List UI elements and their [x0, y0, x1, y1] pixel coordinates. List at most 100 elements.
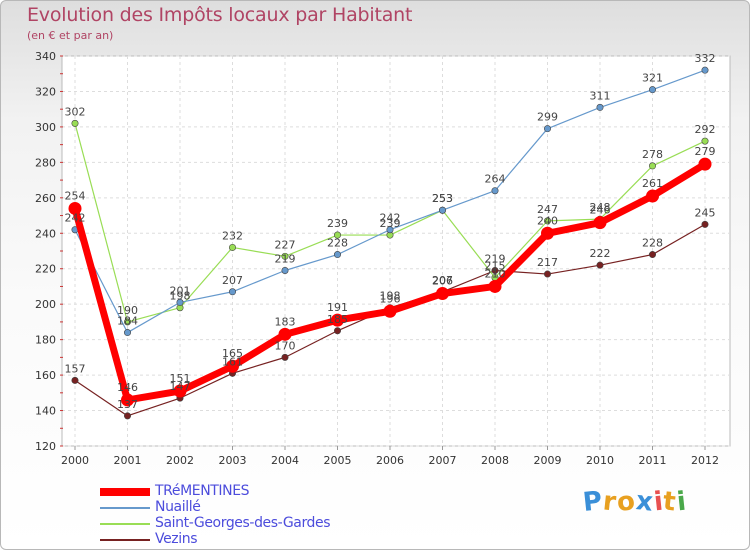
- legend-item[interactable]: TRéMENTINES: [100, 483, 420, 500]
- data-label: 253: [432, 192, 453, 205]
- data-label: 264: [485, 173, 506, 186]
- data-label: 332: [695, 52, 716, 65]
- data-point: [124, 329, 132, 337]
- data-point: [543, 125, 551, 133]
- data-point: [648, 86, 656, 94]
- data-label: 302: [65, 105, 86, 118]
- data-label: 170: [275, 339, 296, 352]
- x-tick-label: 2003: [219, 454, 247, 467]
- data-point: [596, 261, 604, 269]
- y-tick-label: 300: [35, 121, 56, 134]
- data-point: [648, 162, 656, 170]
- chart-legend: TRéMENTINES Nuaillé Saint-Georges-des-Gard…: [100, 483, 420, 548]
- data-label: 191: [327, 301, 348, 314]
- legend-label: TRéMENTINES: [155, 483, 250, 499]
- data-label: 147: [170, 380, 191, 393]
- legend-item[interactable]: Saint-Georges-des-Gardes: [100, 515, 420, 532]
- data-point: [173, 384, 187, 398]
- data-label: 222: [590, 247, 611, 260]
- data-point: [491, 266, 499, 274]
- x-tick-label: 2008: [481, 454, 509, 467]
- legend-item[interactable]: Vezins: [100, 531, 420, 548]
- data-point: [701, 137, 709, 145]
- data-point: [436, 287, 449, 301]
- data-label: 246: [590, 204, 611, 217]
- x-tick-label: 2009: [534, 454, 562, 467]
- data-point: [68, 201, 82, 215]
- data-point: [229, 288, 237, 296]
- data-label: 311: [590, 89, 611, 102]
- data-point: [648, 251, 656, 259]
- data-point: [124, 318, 132, 326]
- data-label: 196: [380, 292, 401, 305]
- x-tick-label: 2011: [639, 454, 667, 467]
- data-label: 201: [170, 284, 191, 297]
- data-label: 210: [485, 267, 506, 280]
- data-label: 299: [537, 111, 558, 124]
- data-label: 242: [380, 212, 401, 225]
- data-point: [646, 189, 659, 203]
- data-label: 157: [65, 362, 86, 375]
- data-label: 198: [170, 290, 191, 303]
- x-tick-label: 2005: [324, 454, 352, 467]
- data-point: [124, 412, 132, 420]
- y-tick-label: 280: [35, 156, 56, 169]
- legend-swatch: [100, 523, 150, 525]
- legend-label: Nuaillé: [155, 499, 201, 515]
- data-point: [281, 353, 289, 361]
- data-label: 278: [642, 148, 663, 161]
- y-tick-label: 340: [35, 50, 56, 63]
- data-label: 321: [642, 72, 663, 85]
- y-tick-label: 120: [35, 440, 56, 453]
- data-label: 217: [537, 256, 558, 269]
- data-label: 227: [275, 238, 296, 251]
- data-label: 183: [275, 315, 296, 328]
- x-tick-label: 2007: [429, 454, 457, 467]
- data-point: [698, 157, 712, 171]
- legend-label: Saint-Georges-des-Gardes: [155, 515, 331, 531]
- data-label: 245: [695, 206, 716, 219]
- data-point: [701, 220, 709, 228]
- data-point: [438, 206, 446, 214]
- x-tick-label: 2002: [166, 454, 194, 467]
- x-tick-label: 2006: [376, 454, 404, 467]
- data-point: [333, 251, 341, 259]
- y-tick-label: 320: [35, 85, 56, 98]
- x-tick-label: 2001: [114, 454, 142, 467]
- y-tick-label: 160: [35, 369, 56, 382]
- data-label: 228: [327, 237, 348, 250]
- data-label: 253: [432, 192, 453, 205]
- data-point: [333, 327, 341, 335]
- legend-swatch: [100, 539, 150, 541]
- data-label: 184: [117, 315, 138, 328]
- data-label: 232: [222, 229, 243, 242]
- data-label: 240: [537, 214, 558, 227]
- data-label: 242: [65, 212, 86, 225]
- y-tick-label: 220: [35, 263, 56, 276]
- x-tick-label: 2012: [691, 454, 719, 467]
- data-label: 161: [222, 355, 243, 368]
- data-point: [121, 393, 134, 407]
- data-label: 261: [642, 177, 663, 190]
- data-label: 239: [327, 217, 348, 230]
- data-label: 239: [380, 217, 401, 230]
- data-point: [596, 103, 604, 111]
- y-tick-label: 140: [35, 405, 56, 418]
- data-point: [281, 266, 289, 274]
- legend-item[interactable]: Nuaillé: [100, 499, 420, 516]
- data-label: 146: [117, 381, 138, 394]
- legend-label: Vezins: [155, 531, 198, 547]
- y-tick-label: 240: [35, 227, 56, 240]
- data-label: 151: [170, 372, 191, 385]
- data-point: [541, 226, 554, 240]
- data-point: [331, 313, 344, 327]
- proxiti-logo: Proxiti: [581, 486, 688, 518]
- data-label: 247: [537, 203, 558, 216]
- data-point: [278, 327, 292, 341]
- x-tick-label: 2010: [586, 454, 614, 467]
- x-tick-label: 2004: [271, 454, 299, 467]
- chart-subtitle: (en € et par an): [27, 29, 114, 42]
- plot-area: [61, 55, 731, 447]
- data-label: 219: [275, 253, 296, 266]
- data-point: [176, 298, 184, 306]
